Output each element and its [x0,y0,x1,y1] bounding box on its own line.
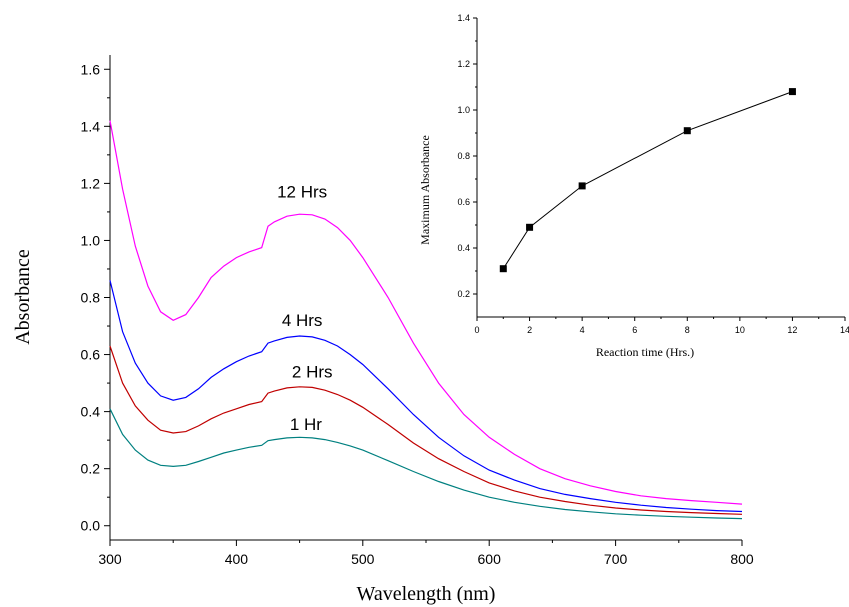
inset-data-point [578,182,586,190]
main-x-tick-label: 800 [730,551,754,567]
inset-y-tick-label: 0.8 [457,151,470,161]
main-x-tick-label: 500 [351,551,375,567]
main-x-tick-label: 400 [225,551,249,567]
main-y-tick-label: 1.6 [81,61,101,77]
main-x-tick-label: 300 [98,551,122,567]
inset-y-tick-label: 0.6 [457,197,470,207]
main-y-axis-title: Absorbance [12,249,34,345]
curve-label: 1 Hr [290,415,322,434]
inset-x-tick-label: 14 [840,325,849,335]
series-line-2-hrs [109,345,743,515]
main-chart: 300 400 500 600 700 800 0.0 0.2 0.4 0.6 0.8 1.0 1.2 1… [12,55,754,605]
main-x-axis-title: Wavelength (nm) [357,583,496,605]
main-curve-labels: 12 Hrs 4 Hrs 2 Hrs 1 Hr [277,183,332,435]
inset-chart: 0 2 4 6 8 10 12 14 0.2 0.4 0.6 0.8 1.0 1.2 1.4 Reactio… [418,13,849,359]
main-y-tick-label: 1.0 [81,232,101,248]
curve-label: 12 Hrs [277,183,327,202]
inset-ticks: 0 2 4 6 8 10 12 14 0.2 0.4 0.6 0.8 1.0 1.2 1.4 [457,13,849,335]
curve-label: 4 Hrs [282,311,323,330]
curve-label: 2 Hrs [292,362,333,381]
inset-y-tick-label: 1.2 [457,59,470,69]
inset-series-line [502,91,793,269]
main-y-tick-label: 1.4 [81,118,101,134]
main-y-tick-label: 0.2 [81,461,101,477]
inset-x-tick-label: 6 [632,325,637,335]
inset-y-tick-label: 0.4 [457,243,470,253]
series-line-12-hrs [109,120,743,505]
main-y-tick-label: 0.0 [81,518,101,534]
inset-y-tick-label: 0.2 [457,289,470,299]
inset-x-tick-label: 12 [787,325,797,335]
series-line-4-hrs [109,280,743,513]
inset-data-point [499,265,507,273]
inset-x-axis-title: Reaction time (Hrs.) [596,345,694,359]
main-series [109,120,743,520]
main-y-tick-label: 0.8 [81,290,101,306]
main-x-tick-label: 700 [604,551,628,567]
main-y-tick-label: 0.4 [81,404,101,420]
inset-x-tick-label: 4 [580,325,585,335]
inset-data-point [683,127,691,135]
inset-y-tick-label: 1.0 [457,105,470,115]
inset-x-tick-label: 2 [527,325,532,335]
inset-data-point [788,88,796,96]
inset-x-tick-label: 0 [474,325,479,335]
main-plot-area [110,55,742,540]
series-line-1-hr [109,408,743,520]
inset-y-axis-title: Maximum Absorbance [418,135,432,245]
main-y-tick-label: 0.6 [81,347,101,363]
main-ticks: 300 400 500 600 700 800 0.0 0.2 0.4 0.6 0.8 1.0 1.2 1… [81,61,754,567]
inset-data-point [526,223,534,231]
main-y-tick-label: 1.2 [81,175,101,191]
inset-series [499,88,796,273]
inset-x-tick-label: 10 [735,325,745,335]
main-x-tick-label: 600 [478,551,502,567]
inset-y-tick-label: 1.4 [457,13,470,23]
inset-x-tick-label: 8 [685,325,690,335]
